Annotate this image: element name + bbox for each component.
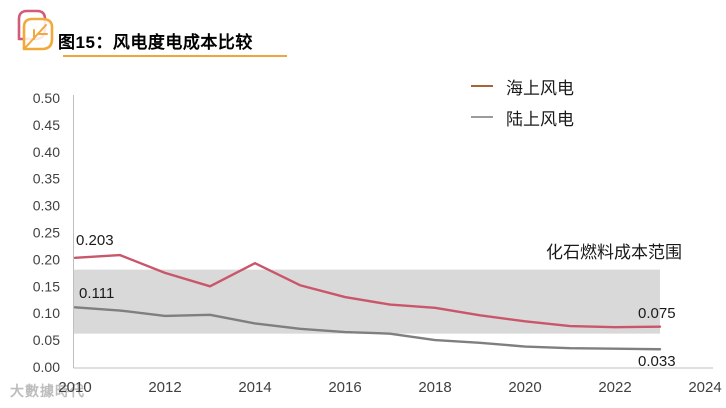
figure-title: 图15：风电度电成本比较 — [58, 33, 253, 52]
legend-label-offshore: 海上风电 — [506, 78, 574, 98]
onshore-line-swatch-icon — [471, 116, 493, 118]
legend-item-onshore: 陆上风电 — [471, 106, 574, 129]
x-tick-label: 2022 — [598, 379, 631, 396]
y-tick-label: 0.45 — [33, 117, 60, 133]
data-label-onshore-end: 0.033 — [638, 353, 676, 370]
y-tick-label: 0.30 — [33, 198, 60, 214]
x-tick-label: 2012 — [148, 379, 181, 396]
chart-legend: 海上风电 陆上风电 — [471, 75, 574, 137]
y-tick-label: 0.40 — [33, 144, 60, 160]
onshore-wind-line — [73, 306, 662, 351]
offshore-line-swatch-icon — [471, 85, 493, 87]
x-tick-label: 2016 — [328, 379, 361, 396]
watermark: 大數據時代 — [10, 383, 85, 399]
offshore-wind-line — [73, 253, 662, 329]
legend-label-onshore: 陆上风电 — [506, 109, 574, 129]
fossil-band-label: 化石燃料成本范围 — [546, 243, 682, 262]
y-tick-label: 0.25 — [33, 225, 60, 241]
report-logo-icon — [17, 9, 54, 51]
y-tick-label: 0.10 — [33, 305, 60, 321]
y-tick-label: 0.50 — [33, 90, 60, 106]
y-tick-label: 0.05 — [33, 332, 60, 348]
y-tick-label: 0.00 — [33, 359, 60, 375]
logo-leaf-veins — [24, 24, 48, 49]
y-tick-label: 0.15 — [33, 278, 60, 294]
x-tick-label: 2018 — [418, 379, 451, 396]
data-label-offshore-end: 0.075 — [638, 305, 676, 322]
legend-item-offshore: 海上风电 — [471, 75, 574, 98]
x-tick-label: 2024 — [688, 379, 721, 396]
data-label-offshore-start: 0.203 — [76, 232, 114, 249]
y-tick-label: 0.35 — [33, 171, 60, 187]
x-tick-label: 2010 — [58, 379, 91, 396]
title-underline — [63, 55, 287, 57]
x-tick-label: 2014 — [238, 379, 271, 396]
data-label-onshore-start: 0.111 — [79, 285, 115, 302]
y-tick-label: 0.20 — [33, 251, 60, 267]
x-tick-label: 2020 — [508, 379, 541, 396]
